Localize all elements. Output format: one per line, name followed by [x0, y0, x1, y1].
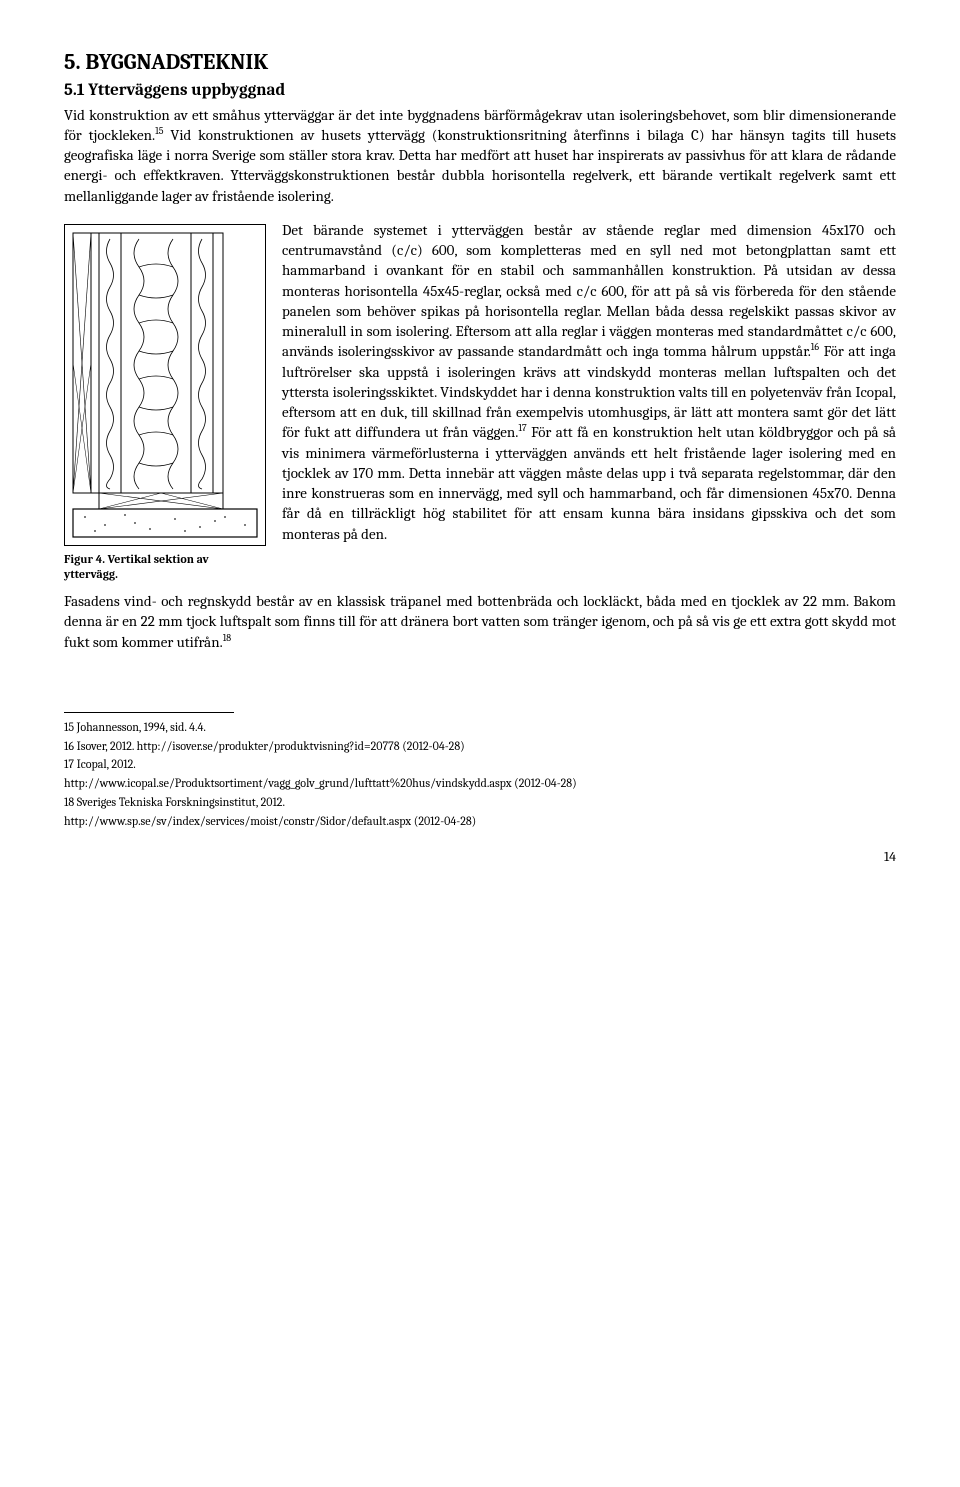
subsection-heading: 5.1 Ytterväggens uppbyggnad: [64, 80, 896, 103]
body-text-2a: Det bärande systemet i ytterväggen bestå…: [282, 221, 896, 361]
footnote-16: 16 Isover, 2012. http://isover.se/produk…: [64, 738, 896, 755]
footnote-separator: [64, 712, 234, 713]
body-paragraph-facade: Fasadens vind- och regnskydd består av e…: [64, 591, 896, 652]
footnotes-block: 15 Johannesson, 1994, sid. 4.4. 16 Isove…: [64, 719, 896, 830]
footnote-ref-16: 16: [811, 341, 819, 353]
footnote-18-line2: http://www.sp.se/sv/index/services/moist…: [64, 813, 896, 830]
section-heading: 5. BYGGNADSTEKNIK: [64, 48, 896, 78]
footnote-17-line1: 17 Icopal, 2012.: [64, 756, 896, 773]
body-text-3: Fasadens vind- och regnskydd består av e…: [64, 592, 896, 651]
figure-4-caption: Figur 4. Vertikal sektion av yttervägg.: [64, 552, 264, 583]
footnote-ref-17: 17: [518, 422, 526, 434]
footnote-17-line2: http://www.icopal.se/Produktsortiment/va…: [64, 775, 896, 792]
footnote-15: 15 Johannesson, 1994, sid. 4.4.: [64, 719, 896, 736]
figure-4: Figur 4. Vertikal sektion av yttervägg.: [64, 224, 264, 583]
footnote-18-line1: 18 Sveriges Tekniska Forskningsinstitut,…: [64, 794, 896, 811]
intro-paragraph: Vid konstruktion av ett småhus yttervägg…: [64, 105, 896, 206]
page-number: 14: [64, 848, 896, 867]
wall-section-illustration: [64, 224, 266, 546]
footnote-ref-18: 18: [223, 632, 231, 644]
intro-text-b: Vid konstruktionen av husets yttervägg (…: [64, 126, 896, 205]
